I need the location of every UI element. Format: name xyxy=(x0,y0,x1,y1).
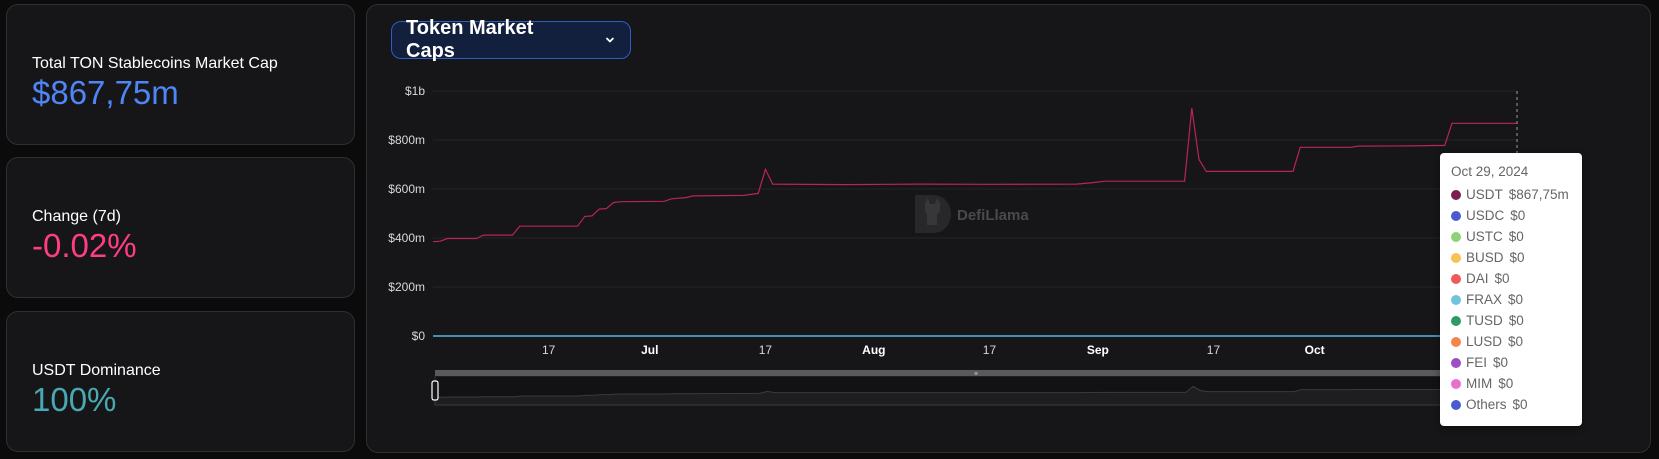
watermark-text: DefiLlama xyxy=(957,207,1029,224)
defillama-watermark: DefiLlama xyxy=(915,195,1029,233)
tooltip-series-name: USDC xyxy=(1466,208,1505,223)
tooltip-series-value: $0 xyxy=(1509,250,1525,265)
x-axis: 17 Jul 17 Aug 17 Sep 17 Oct xyxy=(542,343,1325,357)
tooltip-series-name: TUSD xyxy=(1466,313,1503,328)
chart-tooltip: Oct 29, 2024 USDT $867,75m USDC $0 USTC $0 BUS… xyxy=(1440,153,1582,426)
x-tick-label: 17 xyxy=(542,343,556,357)
market-cap-value: $867,75m xyxy=(32,74,179,111)
brush-preview-area xyxy=(434,385,1519,406)
tooltip-row-busd: BUSD $0 xyxy=(1451,247,1582,268)
tooltip-series-value: $0 xyxy=(1508,313,1524,328)
tooltip-row-lusd: LUSD $0 xyxy=(1451,331,1582,352)
tooltip-row-fei: FEI $0 xyxy=(1451,352,1582,373)
market-cap-label: Total TON Stablecoins Market Cap xyxy=(32,55,278,72)
legend-dot-icon xyxy=(1451,210,1461,221)
tooltip-row-usdc: USDC $0 xyxy=(1451,205,1582,226)
change-card: Change (7d) -0.02% xyxy=(6,157,355,298)
y-tick-label: $400m xyxy=(388,231,425,245)
x-tick-label: Sep xyxy=(1087,343,1109,357)
legend-dot-icon xyxy=(1451,252,1461,263)
tooltip-row-others: Others $0 xyxy=(1451,394,1582,415)
legend-dot-icon xyxy=(1451,399,1461,410)
x-tick-label: Aug xyxy=(862,343,885,357)
legend-dot-icon xyxy=(1451,357,1461,368)
brush-left-handle[interactable] xyxy=(431,380,439,401)
market-cap-chart: $0 $200m $400m $600m $800m $1b 17 Jul 17 Aug 17 Se… xyxy=(388,84,1522,406)
tooltip-row-dai: DAI $0 xyxy=(1451,268,1582,289)
tooltip-series-name: Others xyxy=(1466,397,1507,412)
tooltip-series-value: $0 xyxy=(1510,208,1526,223)
legend-dot-icon xyxy=(1451,336,1461,347)
tooltip-series-value: $0 xyxy=(1508,292,1524,307)
tooltip-series-name: DAI xyxy=(1466,271,1489,286)
chart-panel: Token Market Caps $0 $200m $400m $600m $800m… xyxy=(366,4,1651,453)
x-tick-label: Jul xyxy=(641,343,658,357)
tooltip-series-name: USTC xyxy=(1466,229,1503,244)
tooltip-series-name: LUSD xyxy=(1466,334,1503,349)
dominance-card: USDT Dominance 100% xyxy=(6,311,355,452)
chart-type-selector[interactable]: Token Market Caps xyxy=(391,17,631,62)
legend-dot-icon xyxy=(1451,189,1461,200)
tooltip-series-value: $0 xyxy=(1508,229,1524,244)
y-tick-label: $600m xyxy=(388,182,425,196)
legend-dot-icon xyxy=(1451,294,1461,305)
legend-dot-icon xyxy=(1451,378,1461,389)
tooltip-series-value: $0 xyxy=(1508,334,1524,349)
tooltip-row-mim: MIM $0 xyxy=(1451,373,1582,394)
x-tick-label: Oct xyxy=(1305,343,1325,357)
tooltip-series-value: $0 xyxy=(1493,355,1509,370)
tooltip-series-value: $867,75m xyxy=(1508,187,1569,202)
tooltip-series-name: BUSD xyxy=(1466,250,1504,265)
tooltip-row-tusd: TUSD $0 xyxy=(1451,310,1582,331)
x-tick-label: 17 xyxy=(983,343,997,357)
y-axis: $0 $200m $400m $600m $800m $1b xyxy=(388,84,425,343)
tooltip-series-name: FEI xyxy=(1466,355,1488,370)
x-tick-label: 17 xyxy=(1207,343,1221,357)
x-tick-label: 17 xyxy=(759,343,773,357)
tooltip-date: Oct 29, 2024 xyxy=(1451,164,1529,179)
series-layer xyxy=(432,108,1517,337)
range-brush[interactable]: ≡ xyxy=(431,370,1522,406)
market-cap-card: Total TON Stablecoins Market Cap $867,75… xyxy=(6,4,355,145)
tooltip-row-usdt: USDT $867,75m xyxy=(1451,184,1582,205)
y-tick-label: $1b xyxy=(405,84,425,98)
tooltip-row-ustc: USTC $0 xyxy=(1451,226,1582,247)
tooltip-series-name: MIM xyxy=(1466,376,1493,391)
tooltip-series-value: $0 xyxy=(1512,397,1528,412)
tooltip-series-name: FRAX xyxy=(1466,292,1503,307)
llama-logo-icon xyxy=(915,195,951,233)
dominance-value: 100% xyxy=(32,381,117,418)
legend-dot-icon xyxy=(1451,315,1461,326)
legend-dot-icon xyxy=(1451,273,1461,284)
tooltip-series-value: $0 xyxy=(1494,271,1510,286)
brush-grip-icon: ≡ xyxy=(974,372,978,378)
y-tick-label: $800m xyxy=(388,133,425,147)
legend-dot-icon xyxy=(1451,231,1461,242)
change-value: -0.02% xyxy=(32,227,137,264)
y-tick-label: $200m xyxy=(388,280,425,294)
chevron-down-icon xyxy=(606,37,614,43)
y-tick-label: $0 xyxy=(412,329,426,343)
dominance-label: USDT Dominance xyxy=(32,362,161,379)
tooltip-row-frax: FRAX $0 xyxy=(1451,289,1582,310)
tooltip-series-value: $0 xyxy=(1498,376,1514,391)
chart-type-label: Token Market Caps xyxy=(406,17,534,62)
brush-selection-bar[interactable] xyxy=(435,370,1518,376)
tooltip-series-name: USDT xyxy=(1466,187,1503,202)
change-label: Change (7d) xyxy=(32,208,121,225)
series-line-usdt xyxy=(432,108,1517,243)
